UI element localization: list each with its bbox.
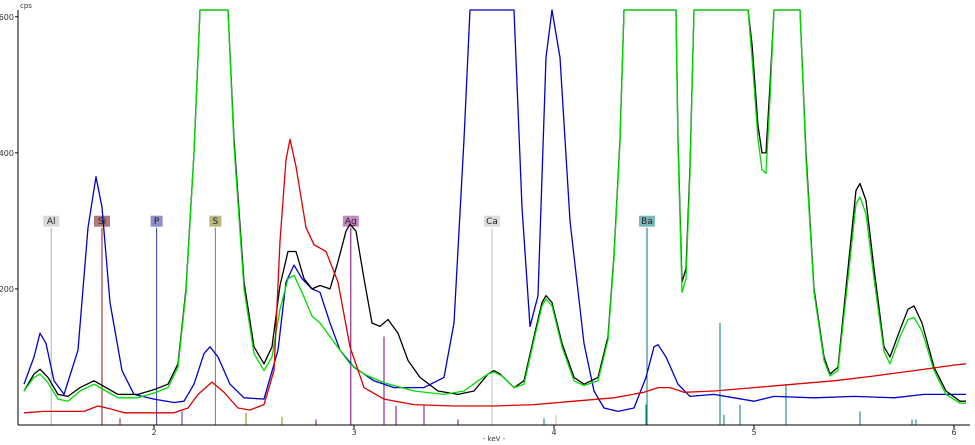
element-label-box <box>484 215 500 227</box>
element-label-al: Al <box>47 217 56 227</box>
y-tick-label: 200 <box>0 285 14 294</box>
element-label-box <box>43 215 60 227</box>
x-tick-label: 6 <box>951 428 956 437</box>
element-label-box <box>150 215 163 227</box>
x-axis-label: - keV - <box>483 435 506 443</box>
axes <box>17 10 970 426</box>
x-tick-label: 5 <box>751 428 756 437</box>
element-label-ca: Ca <box>486 217 498 227</box>
element-label-s: S <box>213 217 219 227</box>
y-tick-label: 600 <box>0 13 14 22</box>
element-label-box <box>209 215 222 227</box>
spectrum-line-1 <box>23 9 966 413</box>
element-label-ag: Ag <box>345 217 357 227</box>
element-label-box <box>94 215 110 227</box>
element-label-box <box>639 215 655 227</box>
element-label-p: P <box>154 217 160 227</box>
spectrum-line-4 <box>23 138 967 414</box>
axis-ticks: 2 3 4 5 6 200 400 600 <box>0 13 957 437</box>
element-label-ba: Ba <box>641 217 653 227</box>
element-label-box <box>342 215 359 227</box>
x-tick-label: 4 <box>551 428 556 437</box>
minor-lines <box>119 322 917 425</box>
x-tick-label: 2 <box>151 428 156 437</box>
x-tick-label: 3 <box>351 428 356 437</box>
spectrum-series <box>23 9 967 414</box>
element-markers: Al Si P S Ag Ca Ba <box>43 215 655 425</box>
spectrum-line-3 <box>23 9 966 404</box>
element-label-si: Si <box>98 217 106 227</box>
y-axis-label: cps <box>20 2 32 10</box>
y-tick-label: 400 <box>0 149 14 158</box>
